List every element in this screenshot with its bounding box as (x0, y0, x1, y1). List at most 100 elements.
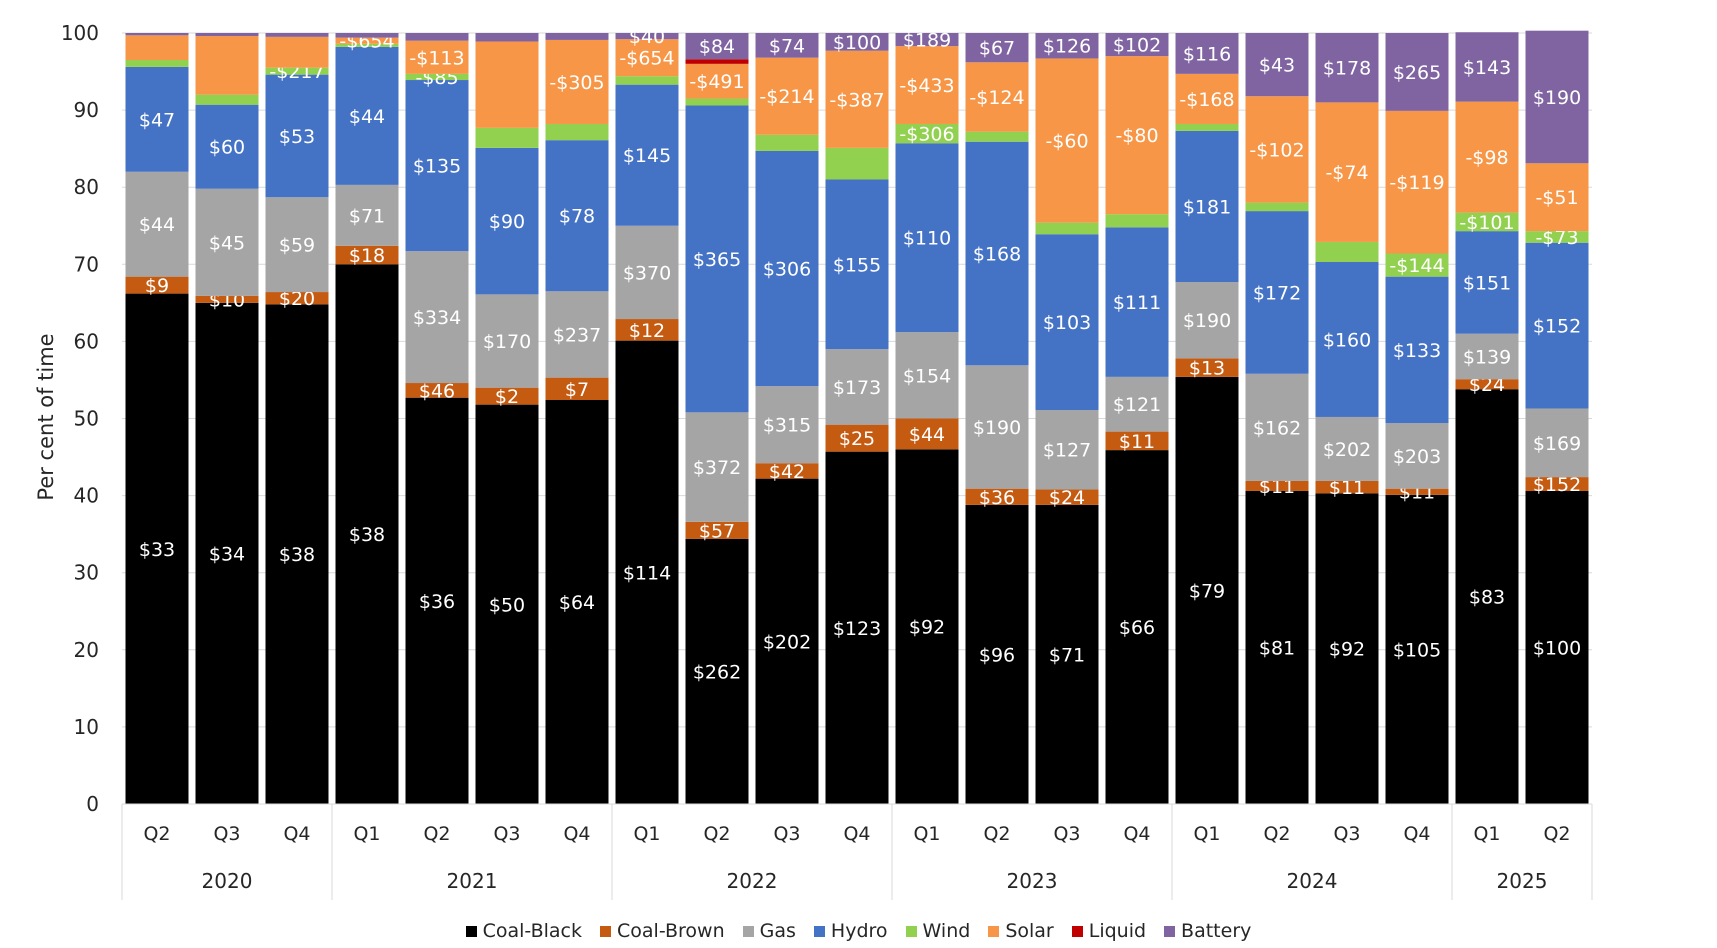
bar-segment-coal-black (1035, 504, 1099, 804)
y-tick-label: 70 (74, 252, 99, 276)
bar-segment-battery (545, 33, 609, 40)
bar-segment-hydro (895, 143, 959, 333)
bar-segment-coal-black (615, 340, 679, 804)
bar-segment-coal-black (1455, 389, 1519, 804)
x-tick-label-year: 2025 (1497, 869, 1548, 893)
data-label: $92 (1329, 639, 1365, 661)
data-label: $190 (1533, 87, 1581, 109)
bar-segment-wind (335, 43, 399, 47)
data-label: $96 (979, 644, 1015, 666)
bar-segment-battery (1385, 33, 1449, 111)
bar-segment-coal-black (475, 404, 539, 804)
bar-segment-coal-black (1525, 490, 1589, 804)
data-label: $57 (699, 520, 735, 542)
bar-segment-coal-brown (965, 488, 1029, 505)
data-label: $202 (1323, 439, 1371, 461)
x-tick-label-quarter: Q2 (143, 823, 170, 845)
bar-stack: $83 $24 $139 $151 -$101 -$98 $143 (1455, 32, 1519, 804)
data-label: $84 (699, 36, 735, 58)
bar-segment-solar (615, 39, 679, 77)
data-label: $18 (349, 245, 385, 267)
bar-segment-battery (685, 33, 749, 60)
bar-segment-hydro (1315, 261, 1379, 417)
data-label: $44 (349, 106, 385, 128)
bar-segment-coal-black (755, 478, 819, 804)
data-label: $67 (979, 38, 1015, 60)
data-label: $25 (839, 428, 875, 450)
data-label: -$124 (969, 87, 1024, 109)
bar-segment-wind (1245, 202, 1309, 212)
bar-segment-battery (405, 33, 469, 41)
bar-stack: $92 $44 $154 $110 -$306 -$433 $189 (895, 30, 959, 804)
bar-segment-gas (1105, 376, 1169, 432)
bar-segment-battery (965, 33, 1029, 63)
x-tick-label-quarter: Q4 (283, 823, 310, 845)
bar-segment-battery (335, 33, 399, 38)
data-label: $13 (1189, 358, 1225, 380)
bar-segment-coal-black (405, 397, 469, 804)
data-label: $306 (763, 259, 811, 281)
bar-segment-hydro (1245, 211, 1309, 374)
bar-segment-coal-brown (195, 295, 259, 303)
data-label: $36 (979, 487, 1015, 509)
bar-segment-solar (1175, 73, 1239, 124)
bar-segment-coal-black (265, 304, 329, 804)
bar-segment-battery (1035, 33, 1099, 59)
bar-segment-solar (545, 39, 609, 124)
bar-segment-coal-brown (265, 292, 329, 305)
bar-segment-gas (195, 188, 259, 296)
legend-label: Gas (759, 920, 796, 942)
bar-segment-solar (1385, 110, 1449, 254)
data-label: $74 (769, 35, 805, 57)
data-label: $152 (1533, 474, 1581, 496)
data-label: $59 (279, 235, 315, 257)
bar-stack: $92 $11 $202 $160 -$74 $178 (1315, 33, 1379, 804)
data-label: $172 (1253, 282, 1301, 304)
bar-segment-wind (125, 59, 189, 67)
bar-segment-battery (1315, 33, 1379, 103)
bar-segment-gas (1455, 333, 1519, 380)
data-label: $135 (413, 156, 461, 178)
data-label: $262 (693, 661, 741, 683)
data-label: $154 (903, 365, 951, 387)
bar-segment-solar (195, 36, 259, 95)
bar-segment-battery (1175, 33, 1239, 74)
bar-segment-coal-black (125, 293, 189, 804)
bar-segment-hydro (475, 147, 539, 295)
data-label: $168 (973, 244, 1021, 266)
y-tick-label: 40 (74, 484, 99, 508)
legend-label: Hydro (830, 920, 888, 942)
bar-segment-wind (685, 98, 749, 106)
legend-swatch (905, 925, 917, 937)
x-tick-label-quarter: Q1 (913, 823, 940, 845)
x-tick-label-quarter: Q4 (843, 823, 870, 845)
legend-swatch (742, 925, 754, 937)
bar-stack: $114 $12 $370 $145 -$654$40 (615, 26, 679, 804)
bar-segment-wind (615, 76, 679, 85)
data-label: $139 (1463, 346, 1511, 368)
bar-segment-wind (405, 73, 469, 81)
bar-segment-battery (265, 33, 329, 37)
data-label: $123 (833, 618, 881, 640)
bar-segment-battery (1245, 33, 1309, 97)
data-label: $203 (1393, 446, 1441, 468)
bar-segment-solar (1315, 102, 1379, 242)
bar-stack: $38$20$59$53-$217 (265, 33, 329, 804)
bar-segment-wind (475, 127, 539, 148)
bar-segment-wind (965, 131, 1029, 142)
legend-item-solar: Solar (988, 920, 1054, 942)
data-label: $152 (1533, 316, 1581, 338)
legend-label: Coal-Brown (617, 920, 725, 942)
data-label: $102 (1113, 35, 1161, 57)
bar-segment-gas (265, 197, 329, 293)
bar-segment-hydro (1525, 242, 1589, 409)
data-label: $12 (629, 320, 665, 342)
bar-segment-wind (1525, 231, 1589, 243)
data-label: $20 (279, 288, 315, 310)
data-label: $155 (833, 254, 881, 276)
x-tick-label-quarter: Q4 (1403, 823, 1430, 845)
bar-segment-gas (1315, 416, 1379, 481)
bar-segment-hydro (685, 105, 749, 413)
bar-segment-coal-black (1315, 493, 1379, 804)
bar-segment-solar (1455, 101, 1519, 213)
